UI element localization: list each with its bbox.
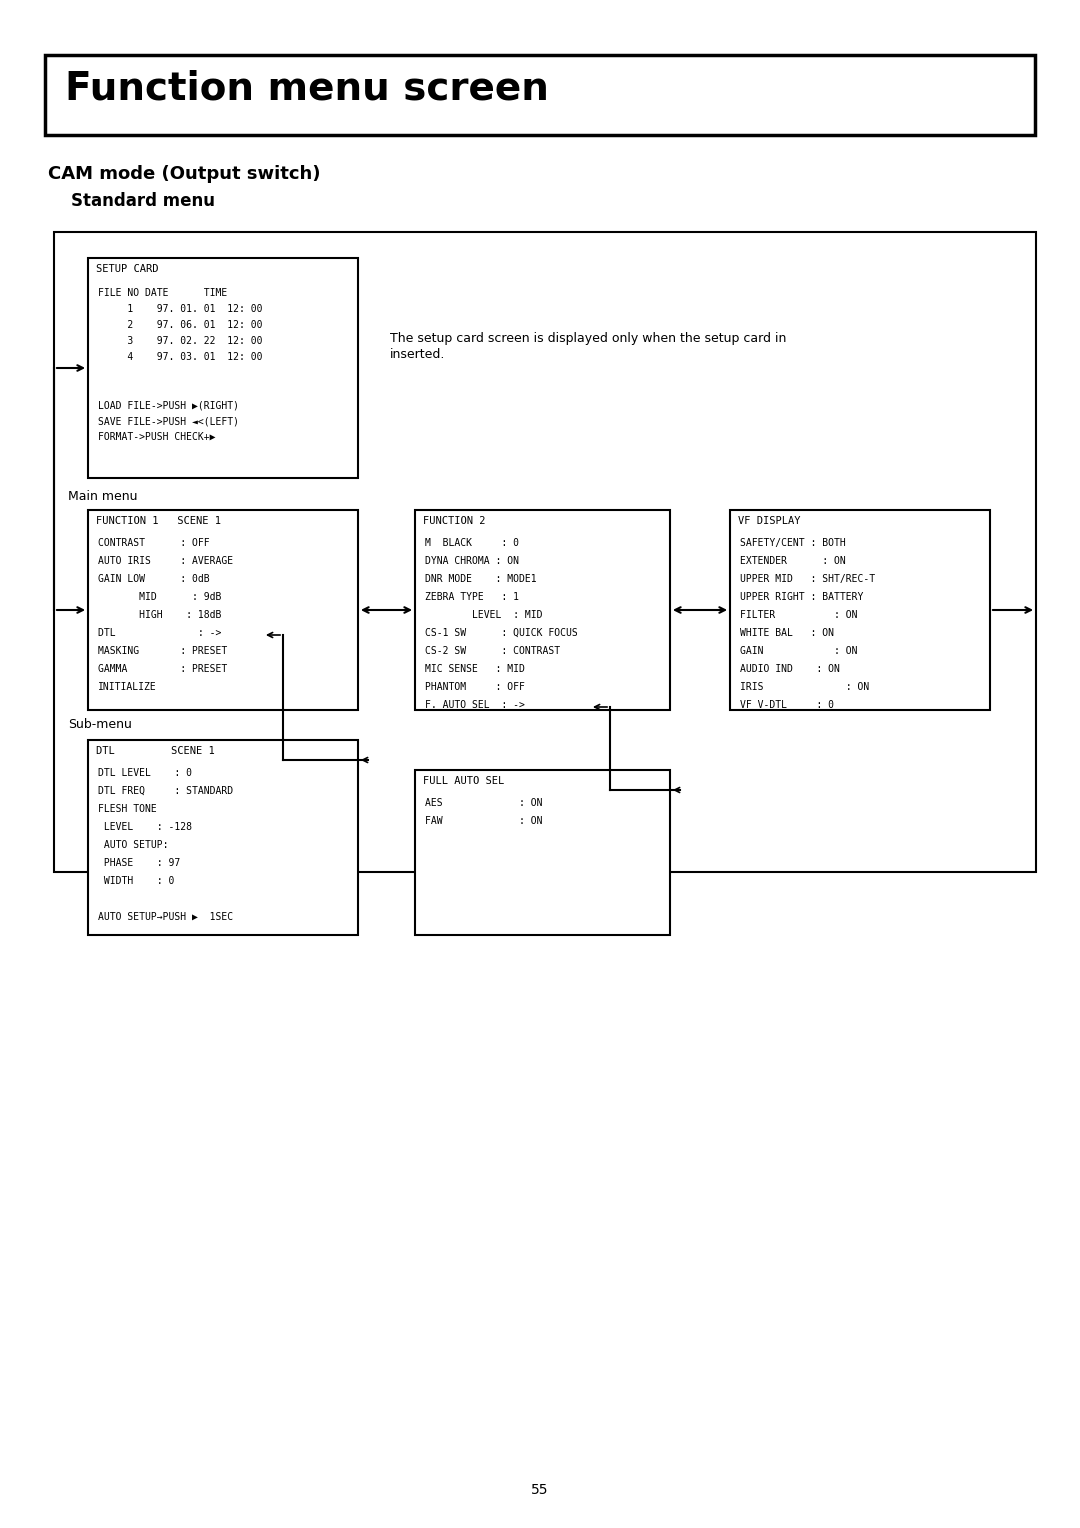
Text: PHASE    : 97: PHASE : 97: [98, 859, 180, 868]
Text: GAIN LOW      : 0dB: GAIN LOW : 0dB: [98, 575, 210, 584]
Text: UPPER RIGHT : BATTERY: UPPER RIGHT : BATTERY: [740, 591, 863, 602]
Text: FULL AUTO SEL: FULL AUTO SEL: [423, 776, 504, 785]
Text: 2    97. 06. 01  12: 00: 2 97. 06. 01 12: 00: [98, 319, 262, 330]
Text: inserted.: inserted.: [390, 348, 445, 361]
Text: AUDIO IND    : ON: AUDIO IND : ON: [740, 665, 840, 674]
Text: M  BLACK     : 0: M BLACK : 0: [426, 538, 519, 549]
Text: IRIS              : ON: IRIS : ON: [740, 681, 869, 692]
Text: MIC SENSE   : MID: MIC SENSE : MID: [426, 665, 525, 674]
Text: SAFETY/CENT : BOTH: SAFETY/CENT : BOTH: [740, 538, 846, 549]
Text: CS-2 SW      : CONTRAST: CS-2 SW : CONTRAST: [426, 646, 561, 656]
Text: F. AUTO SEL  : ->: F. AUTO SEL : ->: [426, 700, 525, 711]
Text: MASKING       : PRESET: MASKING : PRESET: [98, 646, 227, 656]
Text: AUTO IRIS     : AVERAGE: AUTO IRIS : AVERAGE: [98, 556, 233, 565]
Text: DNR MODE    : MODE1: DNR MODE : MODE1: [426, 575, 537, 584]
Text: FLESH TONE: FLESH TONE: [98, 804, 157, 814]
Text: 4    97. 03. 01  12: 00: 4 97. 03. 01 12: 00: [98, 351, 262, 362]
Text: Main menu: Main menu: [68, 490, 137, 503]
Text: FILE NO DATE      TIME: FILE NO DATE TIME: [98, 287, 227, 298]
Text: DTL         SCENE 1: DTL SCENE 1: [96, 746, 215, 756]
Bar: [415, 510, 670, 711]
Text: The setup card screen is displayed only when the setup card in: The setup card screen is displayed only …: [390, 332, 786, 345]
Bar: [87, 740, 357, 935]
Text: HIGH    : 18dB: HIGH : 18dB: [98, 610, 221, 620]
Text: FUNCTION 1   SCENE 1: FUNCTION 1 SCENE 1: [96, 516, 221, 526]
Text: GAIN            : ON: GAIN : ON: [740, 646, 858, 656]
Text: WHITE BAL   : ON: WHITE BAL : ON: [740, 628, 834, 639]
Text: CS-1 SW      : QUICK FOCUS: CS-1 SW : QUICK FOCUS: [426, 628, 578, 639]
Bar: [87, 510, 357, 711]
Text: Standard menu: Standard menu: [48, 193, 215, 209]
Text: ZEBRA TYPE   : 1: ZEBRA TYPE : 1: [426, 591, 519, 602]
Text: DTL LEVEL    : 0: DTL LEVEL : 0: [98, 769, 192, 778]
Text: AES             : ON: AES : ON: [426, 798, 542, 808]
Text: LEVEL    : -128: LEVEL : -128: [98, 822, 192, 833]
Text: LEVEL  : MID: LEVEL : MID: [426, 610, 542, 620]
Text: VF V-DTL     : 0: VF V-DTL : 0: [740, 700, 834, 711]
Text: CONTRAST      : OFF: CONTRAST : OFF: [98, 538, 210, 549]
Text: GAMMA         : PRESET: GAMMA : PRESET: [98, 665, 227, 674]
Text: VF DISPLAY: VF DISPLAY: [738, 516, 800, 526]
Text: Sub-menu: Sub-menu: [68, 718, 132, 730]
Text: WIDTH    : 0: WIDTH : 0: [98, 876, 174, 886]
Text: UPPER MID   : SHT/REC-T: UPPER MID : SHT/REC-T: [740, 575, 875, 584]
Bar: [54, 232, 1036, 872]
Text: AUTO SETUP→PUSH ▶  1SEC: AUTO SETUP→PUSH ▶ 1SEC: [98, 912, 233, 921]
Text: PHANTOM     : OFF: PHANTOM : OFF: [426, 681, 525, 692]
Text: INITIALIZE: INITIALIZE: [98, 681, 157, 692]
Text: LOAD FILE->PUSH ▶(RIGHT): LOAD FILE->PUSH ▶(RIGHT): [98, 400, 239, 410]
Text: DTL FREQ     : STANDARD: DTL FREQ : STANDARD: [98, 785, 233, 796]
Text: 55: 55: [531, 1484, 549, 1497]
Bar: [415, 770, 670, 935]
Text: DYNA CHROMA : ON: DYNA CHROMA : ON: [426, 556, 519, 565]
Text: FUNCTION 2: FUNCTION 2: [423, 516, 486, 526]
Text: 3    97. 02. 22  12: 00: 3 97. 02. 22 12: 00: [98, 336, 262, 345]
Text: AUTO SETUP:: AUTO SETUP:: [98, 840, 168, 850]
Bar: [730, 510, 990, 711]
Bar: [87, 258, 357, 478]
Text: FAW             : ON: FAW : ON: [426, 816, 542, 827]
Text: FILTER          : ON: FILTER : ON: [740, 610, 858, 620]
Bar: [45, 55, 1035, 134]
Text: Function menu screen: Function menu screen: [65, 70, 549, 108]
Text: DTL              : ->: DTL : ->: [98, 628, 221, 639]
Text: MID      : 9dB: MID : 9dB: [98, 591, 221, 602]
Text: EXTENDER      : ON: EXTENDER : ON: [740, 556, 846, 565]
Text: CAM mode (Output switch): CAM mode (Output switch): [48, 165, 321, 183]
Text: SETUP CARD: SETUP CARD: [96, 264, 159, 274]
Text: SAVE FILE->PUSH ◄<(LEFT): SAVE FILE->PUSH ◄<(LEFT): [98, 416, 239, 426]
Text: FORMAT->PUSH CHECK+▶: FORMAT->PUSH CHECK+▶: [98, 432, 216, 442]
Text: 1    97. 01. 01  12: 00: 1 97. 01. 01 12: 00: [98, 304, 262, 313]
